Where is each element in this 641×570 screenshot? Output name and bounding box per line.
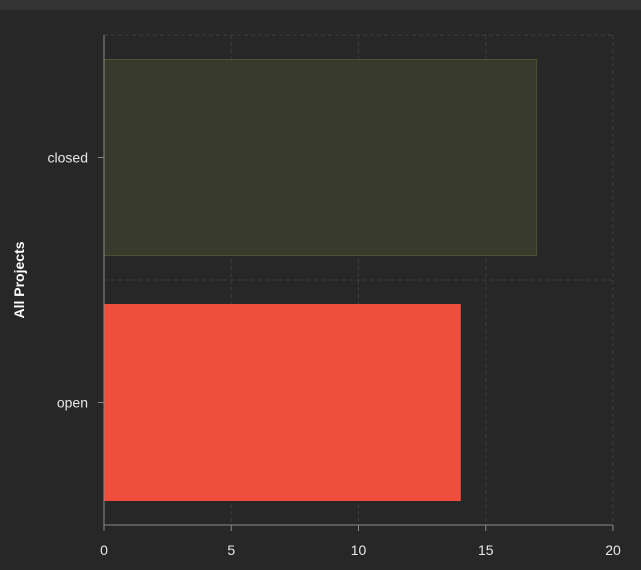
x-tick-label: 5 xyxy=(227,542,235,558)
y-axis-title: All Projects xyxy=(11,241,27,318)
x-tick-label: 15 xyxy=(478,542,494,558)
y-tick-label-open: open xyxy=(57,395,88,411)
bars xyxy=(103,59,538,501)
window-top-strip xyxy=(0,0,641,10)
x-ticks: 0 5 10 15 20 xyxy=(100,525,621,558)
x-tick-label: 10 xyxy=(351,542,367,558)
x-tick-label: 20 xyxy=(605,542,621,558)
y-tick-label-closed: closed xyxy=(48,150,88,166)
x-tick-label: 0 xyxy=(100,542,108,558)
y-ticks: closed open xyxy=(48,150,104,411)
bar-closed xyxy=(103,59,538,256)
bar-open xyxy=(103,304,461,501)
